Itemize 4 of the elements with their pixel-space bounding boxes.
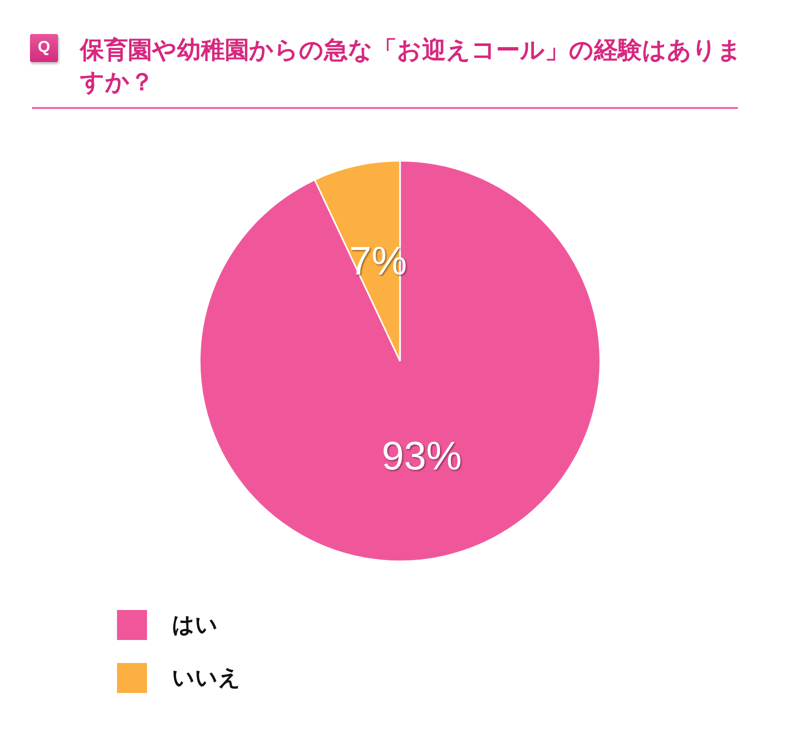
legend-label: はい bbox=[172, 612, 218, 640]
data-label: 93% bbox=[382, 434, 462, 479]
chart-title: 保育園や幼稚園からの急な「お迎えコール」の経験はありますか？ bbox=[80, 35, 743, 98]
legend-label: いいえ bbox=[172, 664, 241, 692]
